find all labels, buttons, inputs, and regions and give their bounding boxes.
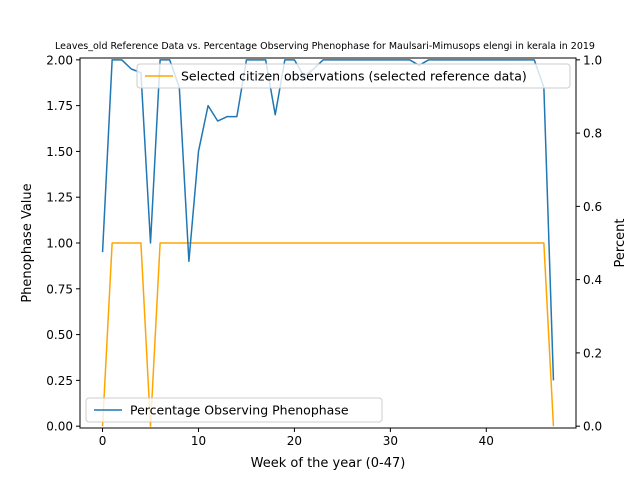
y-right-tick-label: 0.4 <box>583 273 602 287</box>
y-right-tick-label: 0.6 <box>583 200 602 214</box>
x-tick-label: 0 <box>99 434 107 448</box>
chart-legends: Selected citizen observations (selected … <box>85 63 571 423</box>
y-left-tick-label: 0.50 <box>46 328 73 342</box>
legend-label: Selected citizen observations (selected … <box>181 69 527 84</box>
legend-box <box>136 63 571 89</box>
x-tick-label: 30 <box>383 434 398 448</box>
legend-1: Percentage Observing Phenophase <box>85 397 383 423</box>
x-tick-label: 20 <box>287 434 302 448</box>
y-left-tick-label: 1.00 <box>46 237 73 251</box>
y-left-tick-label: 0.25 <box>46 374 73 388</box>
y-right-tick-label: 0.2 <box>583 346 602 360</box>
chart-title: Leaves_old Reference Data vs. Percentage… <box>55 41 595 52</box>
x-axis-label: Week of the year (0-47) <box>251 456 406 471</box>
legend-box <box>85 397 383 423</box>
y-axis-label-right: Percent <box>613 219 628 268</box>
legend-label: Percentage Observing Phenophase <box>130 403 349 418</box>
x-tick-label: 40 <box>479 434 494 448</box>
y-right-tick-label: 1.0 <box>583 53 602 67</box>
y-axis-label-left: Phenophase Value <box>20 183 35 302</box>
x-tick-label: 10 <box>191 434 206 448</box>
y-left-tick-label: 2.00 <box>46 53 73 67</box>
y-left-tick-label: 1.25 <box>46 191 73 205</box>
y-left-tick-label: 1.50 <box>46 145 73 159</box>
y-right-tick-label: 0.8 <box>583 127 602 141</box>
series-line-0 <box>101 242 555 427</box>
y-left-tick-label: 0.75 <box>46 282 73 296</box>
y-right-tick-label: 0.0 <box>583 420 602 434</box>
y-left-tick-label: 1.75 <box>46 99 73 113</box>
legend-0: Selected citizen observations (selected … <box>136 63 571 89</box>
chart-axes: 0 10 20 30 40 0.00 0.25 0.50 0.75 1.00 1.25 1.50 1.7… <box>46 53 602 448</box>
y-left-tick-label: 0.00 <box>46 420 73 434</box>
